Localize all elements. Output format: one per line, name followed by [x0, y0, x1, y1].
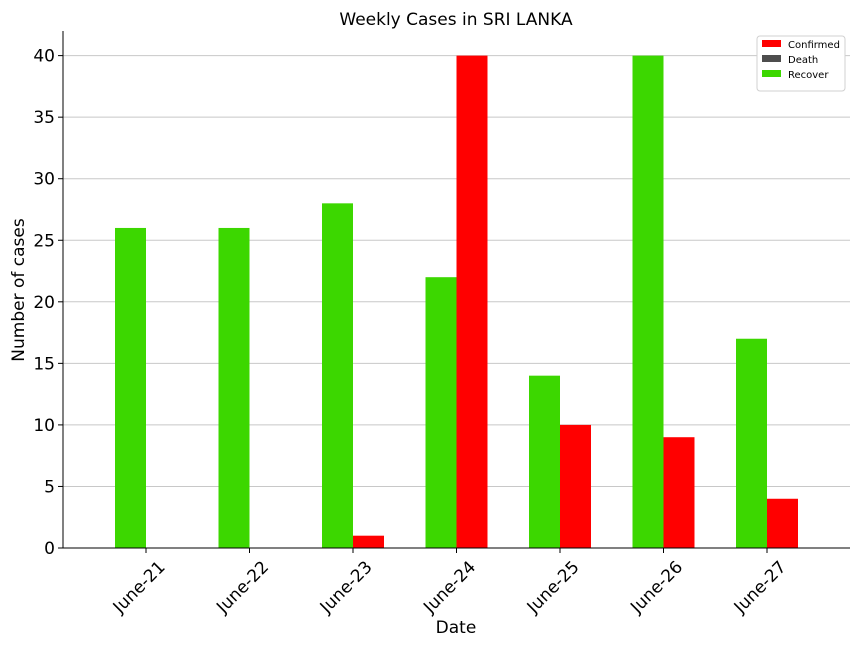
x-tick-label: June-23: [316, 557, 377, 618]
bar-recover-june-21: [115, 227, 146, 548]
y-tick-label: 10: [33, 416, 55, 436]
bar-recover-june-24: [425, 277, 457, 548]
x-tick-label: June-27: [730, 557, 791, 618]
y-tick-label: 25: [33, 231, 55, 251]
legend-label-death: Death: [788, 55, 818, 66]
legend-swatch-recover: [762, 70, 781, 77]
y-tick-label: 30: [33, 170, 55, 190]
bar-recover-june-26: [632, 55, 664, 548]
bar-confirmed-june-24: [456, 55, 488, 548]
legend-label-confirmed: Confirmed: [788, 40, 840, 51]
y-axis-label: Number of cases: [9, 218, 29, 362]
bar-confirmed-june-25: [560, 424, 591, 548]
x-tick-label: June-26: [626, 557, 687, 618]
y-tick-label: 40: [33, 47, 55, 67]
legend-box: [756, 35, 846, 92]
legend-swatch-death: [762, 55, 781, 62]
chart-title: Weekly Cases in SRI LANKA: [339, 10, 573, 30]
legend: Confirmed Death Recover: [756, 35, 846, 92]
bar-confirmed-june-23: [353, 535, 384, 548]
y-tick-label: 35: [33, 108, 55, 128]
bar-confirmed-june-26: [663, 437, 695, 548]
x-ticks: June-21 June-22 June-23 June-24 June-25 June-…: [109, 548, 791, 618]
y-tick-label: 0: [44, 539, 55, 559]
bars: [115, 55, 798, 549]
bar-confirmed-june-27: [767, 498, 798, 548]
bar-recover-june-27: [736, 338, 767, 548]
x-tick-label: June-24: [419, 557, 480, 618]
bar-recover-june-22: [218, 227, 250, 548]
x-tick-label: June-21: [109, 557, 170, 618]
legend-label-recover: Recover: [788, 70, 829, 81]
x-tick-label: June-22: [212, 557, 273, 618]
bar-recover-june-25: [529, 375, 560, 548]
y-tick-label: 5: [44, 477, 55, 497]
x-axis-label: Date: [436, 618, 477, 638]
y-tick-label: 15: [33, 354, 55, 374]
x-tick-label: June-25: [523, 557, 584, 618]
bar-recover-june-23: [322, 203, 353, 549]
legend-swatch-confirmed: [762, 40, 781, 47]
y-tick-label: 20: [33, 293, 55, 313]
y-ticks: 0 5 10 15 20 25 30 35 40: [33, 47, 63, 559]
